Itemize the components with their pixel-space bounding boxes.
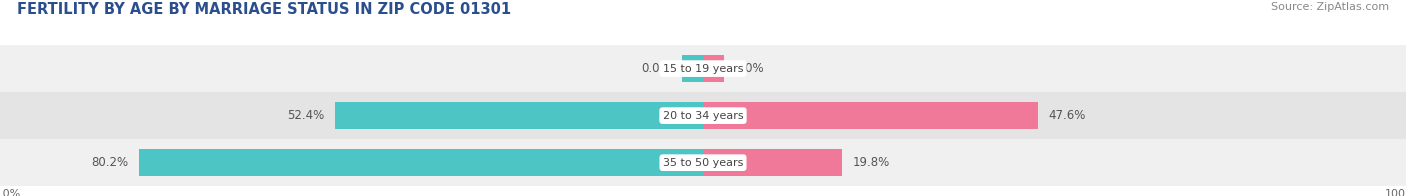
Bar: [703, 149, 842, 176]
Text: 0.0%: 0.0%: [734, 62, 765, 75]
Bar: [0, 92, 1406, 139]
Text: 80.2%: 80.2%: [91, 156, 129, 169]
Text: FERTILITY BY AGE BY MARRIAGE STATUS IN ZIP CODE 01301: FERTILITY BY AGE BY MARRIAGE STATUS IN Z…: [17, 2, 510, 17]
Bar: [682, 55, 703, 82]
Text: 47.6%: 47.6%: [1049, 109, 1085, 122]
Bar: [703, 55, 724, 82]
Text: 15 to 19 years: 15 to 19 years: [662, 64, 744, 74]
Bar: [139, 149, 703, 176]
Text: 20 to 34 years: 20 to 34 years: [662, 111, 744, 121]
Text: 52.4%: 52.4%: [287, 109, 323, 122]
Text: 35 to 50 years: 35 to 50 years: [662, 158, 744, 168]
Bar: [335, 102, 703, 129]
Text: Source: ZipAtlas.com: Source: ZipAtlas.com: [1271, 2, 1389, 12]
Bar: [0, 139, 1406, 186]
Text: 19.8%: 19.8%: [852, 156, 890, 169]
Bar: [0, 45, 1406, 92]
Text: 0.0%: 0.0%: [641, 62, 672, 75]
Bar: [703, 102, 1038, 129]
